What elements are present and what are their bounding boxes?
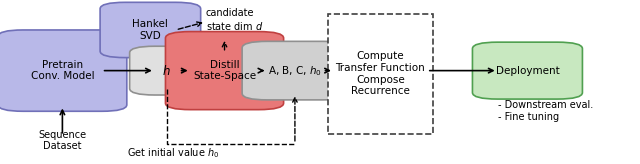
Text: A, B, C, $h_0$: A, B, C, $h_0$ — [268, 64, 322, 78]
Text: Deployment: Deployment — [495, 66, 559, 76]
Text: Distill
State-Space: Distill State-Space — [193, 60, 256, 81]
Text: Get initial value $h_0$: Get initial value $h_0$ — [127, 146, 219, 160]
Text: candidate
state dim $d$: candidate state dim $d$ — [205, 8, 263, 32]
FancyBboxPatch shape — [472, 42, 582, 99]
Text: Sequence
Dataset: Sequence Dataset — [38, 130, 86, 151]
Text: Hankel
SVD: Hankel SVD — [132, 19, 168, 41]
Text: Pretrain
Conv. Model: Pretrain Conv. Model — [31, 60, 94, 81]
FancyBboxPatch shape — [328, 14, 433, 134]
FancyBboxPatch shape — [0, 30, 127, 111]
Text: $h$: $h$ — [163, 64, 171, 78]
FancyBboxPatch shape — [130, 46, 204, 95]
Text: - Downstream eval.
- Fine tuning: - Downstream eval. - Fine tuning — [498, 101, 593, 122]
Text: Compute
Transfer Function
Compose
Recurrence: Compute Transfer Function Compose Recurr… — [335, 51, 425, 96]
FancyBboxPatch shape — [166, 32, 284, 110]
FancyBboxPatch shape — [242, 41, 348, 100]
FancyBboxPatch shape — [100, 2, 201, 58]
